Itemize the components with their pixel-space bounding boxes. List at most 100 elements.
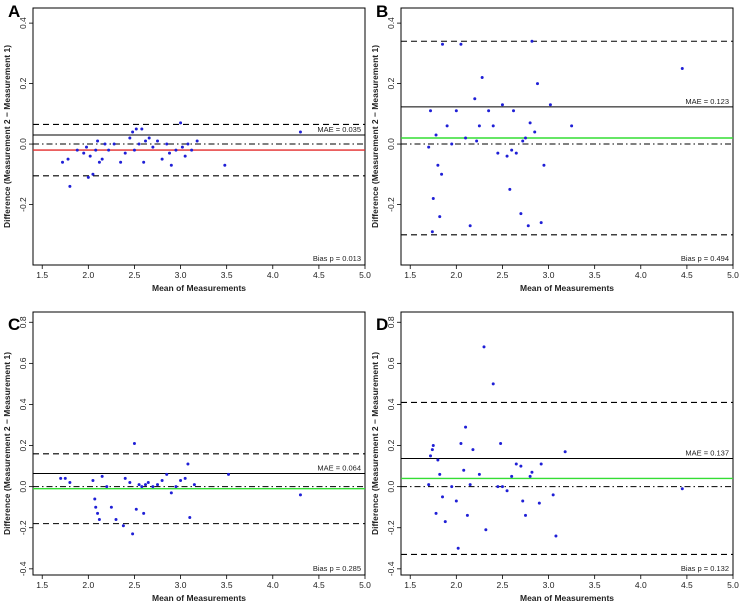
- data-point: [147, 136, 151, 140]
- data-point: [521, 499, 525, 503]
- data-point: [505, 154, 509, 158]
- data-point: [94, 505, 98, 509]
- data-point: [429, 109, 433, 113]
- data-point: [105, 485, 109, 489]
- data-point: [146, 481, 150, 485]
- y-tick-label: 0.2: [18, 439, 28, 451]
- data-point: [131, 130, 135, 134]
- x-tick-label: 2.5: [497, 270, 509, 280]
- x-tick-label: 5.0: [727, 270, 739, 280]
- data-point: [144, 483, 148, 487]
- data-point: [500, 103, 504, 107]
- x-axis-title: Mean of Measurements: [520, 593, 614, 603]
- data-point: [434, 133, 438, 137]
- data-point: [465, 513, 469, 517]
- data-point: [142, 511, 146, 515]
- data-point: [427, 145, 431, 149]
- data-point: [183, 476, 187, 480]
- data-point: [500, 485, 504, 489]
- data-point: [103, 142, 107, 146]
- y-tick-label: -0.2: [18, 197, 28, 212]
- data-point: [431, 196, 435, 200]
- data-point: [119, 160, 123, 164]
- data-point: [100, 474, 104, 478]
- data-point: [510, 474, 514, 478]
- data-point: [429, 454, 433, 458]
- data-point: [431, 444, 435, 448]
- data-point: [151, 485, 155, 489]
- data-point: [195, 139, 199, 143]
- y-tick-label: -0.2: [386, 520, 396, 535]
- data-point: [491, 382, 495, 386]
- x-axis-title: Mean of Measurements: [152, 283, 246, 293]
- data-point: [454, 109, 458, 113]
- data-point: [514, 462, 518, 466]
- plot-frame: [32, 311, 366, 576]
- data-point: [563, 450, 567, 454]
- data-point: [480, 76, 484, 80]
- x-tick-label: 4.0: [267, 270, 279, 280]
- plot-frame: [400, 311, 734, 576]
- y-tick-label: 0.8: [386, 316, 396, 328]
- data-point: [462, 468, 466, 472]
- data-point: [519, 464, 523, 468]
- data-point: [128, 481, 132, 485]
- data-point: [227, 472, 231, 476]
- x-tick-label: 2.0: [82, 270, 94, 280]
- data-point: [192, 483, 196, 487]
- x-tick-label: 2.0: [450, 580, 462, 590]
- data-point: [450, 142, 454, 146]
- panel-A: A 1.5 2.0 2.5 3.0 3.5 4.0 4.5 5.0 -0.2 0.0 0.2 0.4 Me…: [2, 2, 371, 293]
- bias-p-annotation: Bias p = 0.285: [313, 564, 361, 573]
- x-tick-label: 3.0: [543, 580, 555, 590]
- x-tick-label: 1.5: [404, 270, 416, 280]
- data-point: [539, 462, 543, 466]
- data-point: [512, 109, 516, 113]
- data-point: [528, 121, 532, 125]
- y-tick-label: 0.0: [386, 138, 396, 150]
- x-tick-label: 5.0: [359, 580, 371, 590]
- data-point: [68, 184, 72, 188]
- data-point: [91, 478, 95, 482]
- data-point: [179, 478, 183, 482]
- data-point: [438, 472, 442, 476]
- y-tick-label: 0.2: [18, 77, 28, 89]
- data-point: [151, 145, 155, 149]
- panel-letter: B: [376, 2, 388, 21]
- x-tick-label: 2.5: [497, 580, 509, 590]
- data-point: [464, 425, 468, 429]
- data-point: [88, 154, 92, 158]
- data-point: [223, 163, 227, 167]
- data-point: [526, 224, 530, 228]
- data-point: [169, 163, 173, 167]
- data-point: [174, 148, 178, 152]
- mae-annotation: MAE = 0.035: [317, 125, 361, 134]
- data-point: [156, 139, 159, 143]
- data-point: [165, 472, 169, 476]
- y-tick-label: 0.6: [18, 357, 28, 369]
- data-point: [96, 511, 100, 515]
- data-point: [68, 481, 72, 485]
- data-point: [477, 124, 481, 128]
- x-tick-label: 2.0: [82, 580, 94, 590]
- data-point: [75, 148, 79, 152]
- data-point: [537, 501, 541, 505]
- data-point: [519, 212, 523, 216]
- data-point: [680, 66, 684, 70]
- data-point: [530, 470, 534, 474]
- x-axis-title: Mean of Measurements: [520, 283, 614, 293]
- data-point: [59, 476, 63, 480]
- data-point: [510, 148, 514, 152]
- data-point: [436, 163, 440, 167]
- x-tick-label: 2.0: [450, 270, 462, 280]
- data-point: [491, 124, 495, 128]
- y-tick-label: 0.2: [386, 439, 396, 451]
- data-point: [190, 148, 194, 152]
- y-axis-title: Difference (Measurement 2 − Measurement …: [370, 45, 380, 228]
- data-point: [443, 520, 447, 524]
- x-tick-label: 5.0: [727, 580, 739, 590]
- data-point: [496, 151, 500, 155]
- data-point: [94, 148, 98, 152]
- data-point: [100, 157, 104, 161]
